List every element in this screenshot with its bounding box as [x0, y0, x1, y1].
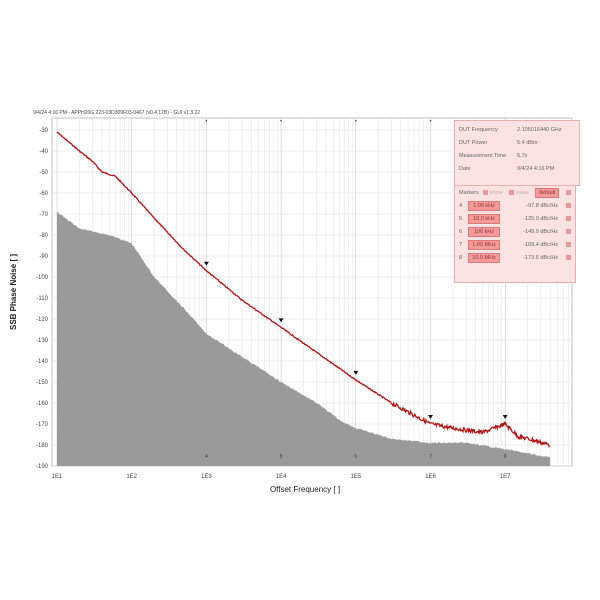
marker-row: 5 10.0 kHz -125.0 dBc/Hz: [455, 212, 575, 225]
marker-delete-icon[interactable]: [566, 255, 571, 260]
x-tick-label: 1E1: [52, 474, 63, 480]
info-label: Date: [459, 165, 471, 172]
x-tick-label: 1E2: [126, 474, 137, 480]
x-tick-label: 1E5: [350, 474, 361, 480]
info-row: Date 9/4/24 4:16 PM: [459, 162, 575, 175]
marker-id: 4: [459, 202, 463, 209]
marker-triangle: [428, 415, 433, 419]
marker-top-label: ▾: [280, 118, 282, 123]
marker-value: -125.0 dBc/Hz: [523, 215, 559, 222]
y-tick-label: -120: [36, 317, 49, 323]
marker-triangle: [353, 370, 359, 375]
marker-top-label: ▾: [429, 118, 431, 123]
window-title: 9/4/24 4:16 PM - APPH20G 223-03D309F03-0…: [33, 110, 200, 116]
x-tick-label: 1E4: [276, 474, 287, 480]
info-row: Measurement Time 6.7s: [459, 149, 575, 162]
default-button[interactable]: default: [534, 187, 560, 198]
marker-triangle: [502, 415, 508, 419]
info-value: 5.4 dBm: [517, 139, 538, 146]
y-tick-label: -60: [39, 191, 48, 197]
y-tick-label: -100: [36, 275, 49, 281]
info-label: DUT Frequency: [459, 126, 498, 133]
marker-value: -169.4 dBc/Hz: [523, 241, 559, 248]
marker-bottom-label: 4: [205, 454, 208, 460]
y-tick-label: -180: [36, 443, 49, 449]
info-label: Measurement Time: [459, 152, 507, 159]
info-label: DUT Power: [459, 139, 488, 146]
x-axis-label: Offset Frequency [ ]: [270, 485, 340, 494]
marker-id: 6: [459, 228, 463, 235]
y-tick-label: -150: [36, 380, 49, 386]
info-value: 2.105016440 GHz: [517, 126, 562, 133]
marker-top-label: ▾: [205, 118, 207, 123]
info-row: DUT Frequency 2.105016440 GHz: [459, 123, 575, 136]
panel-menu-icon[interactable]: [566, 190, 571, 195]
marker-row: 8 10.0 MHz -173.6 dBc/Hz: [455, 251, 575, 264]
y-tick-label: -190: [36, 464, 49, 470]
marker-bottom-label: 5: [280, 454, 283, 460]
show-label: show: [489, 189, 503, 196]
y-tick-label: -160: [36, 401, 49, 407]
markers-panel: Markers show value default 4 1.00 kHz -97.…: [454, 185, 576, 283]
info-panel: DUT Frequency 2.105016440 GHz DUT Power 5.4…: [454, 120, 580, 186]
marker-value: -149.9 dBc/Hz: [523, 228, 559, 235]
marker-delete-icon[interactable]: [566, 203, 571, 208]
marker-row: 6 100 kHz -149.9 dBc/Hz: [455, 225, 575, 238]
value-label: value: [515, 189, 529, 196]
markers-title: Markers: [459, 189, 479, 196]
marker-frequency-input[interactable]: 10.0 MHz: [468, 252, 501, 263]
y-tick-label: -90: [39, 254, 48, 260]
y-tick-label: -170: [36, 422, 49, 428]
marker-top-label: ▾: [355, 118, 357, 123]
y-axis-label: SSB Phase Noise [ ]: [9, 254, 18, 330]
y-tick-label: -130: [36, 338, 49, 344]
marker-row: 7 1.00 MHz -169.4 dBc/Hz: [455, 238, 575, 251]
marker-id: 8: [459, 254, 463, 261]
marker-frequency-input[interactable]: 100 kHz: [468, 226, 501, 237]
marker-row: 4 1.00 kHz -97.8 dBc/Hz: [455, 199, 575, 212]
value-checkbox[interactable]: [508, 190, 514, 195]
marker-triangle: [203, 261, 209, 266]
y-tick-label: -70: [39, 212, 48, 218]
marker-frequency-input[interactable]: 1.00 MHz: [468, 239, 501, 250]
y-tick-label: -50: [39, 170, 48, 176]
y-tick-label: -30: [39, 128, 48, 134]
marker-value: -173.6 dBc/Hz: [523, 254, 559, 261]
show-checkbox[interactable]: [482, 190, 488, 195]
marker-delete-icon[interactable]: [566, 216, 571, 221]
marker-triangle: [278, 318, 284, 323]
y-tick-label: -110: [36, 296, 48, 302]
marker-delete-icon[interactable]: [566, 242, 571, 247]
marker-id: 5: [459, 215, 463, 222]
info-row: DUT Power 5.4 dBm: [459, 136, 575, 149]
y-tick-label: -40: [39, 149, 48, 155]
marker-bottom-label: 7: [429, 454, 432, 460]
x-tick-label: 1E3: [201, 474, 212, 480]
noise-floor-area: [57, 211, 551, 466]
x-tick-label: 1E7: [500, 474, 511, 480]
y-tick-label: -140: [36, 359, 49, 365]
marker-frequency-input[interactable]: 1.00 kHz: [468, 200, 501, 211]
marker-frequency-input[interactable]: 10.0 kHz: [468, 213, 501, 224]
marker-bottom-label: 6: [354, 454, 357, 460]
phase-noise-trace: [56, 131, 551, 448]
info-value: 6.7s: [517, 152, 528, 159]
y-tick-label: -80: [39, 233, 48, 239]
marker-value: -97.8 dBc/Hz: [526, 202, 559, 209]
info-value: 9/4/24 4:16 PM: [517, 165, 555, 172]
marker-delete-icon[interactable]: [566, 229, 571, 234]
x-tick-label: 1E6: [425, 474, 436, 480]
marker-id: 7: [459, 241, 463, 248]
marker-bottom-label: 8: [504, 454, 507, 460]
